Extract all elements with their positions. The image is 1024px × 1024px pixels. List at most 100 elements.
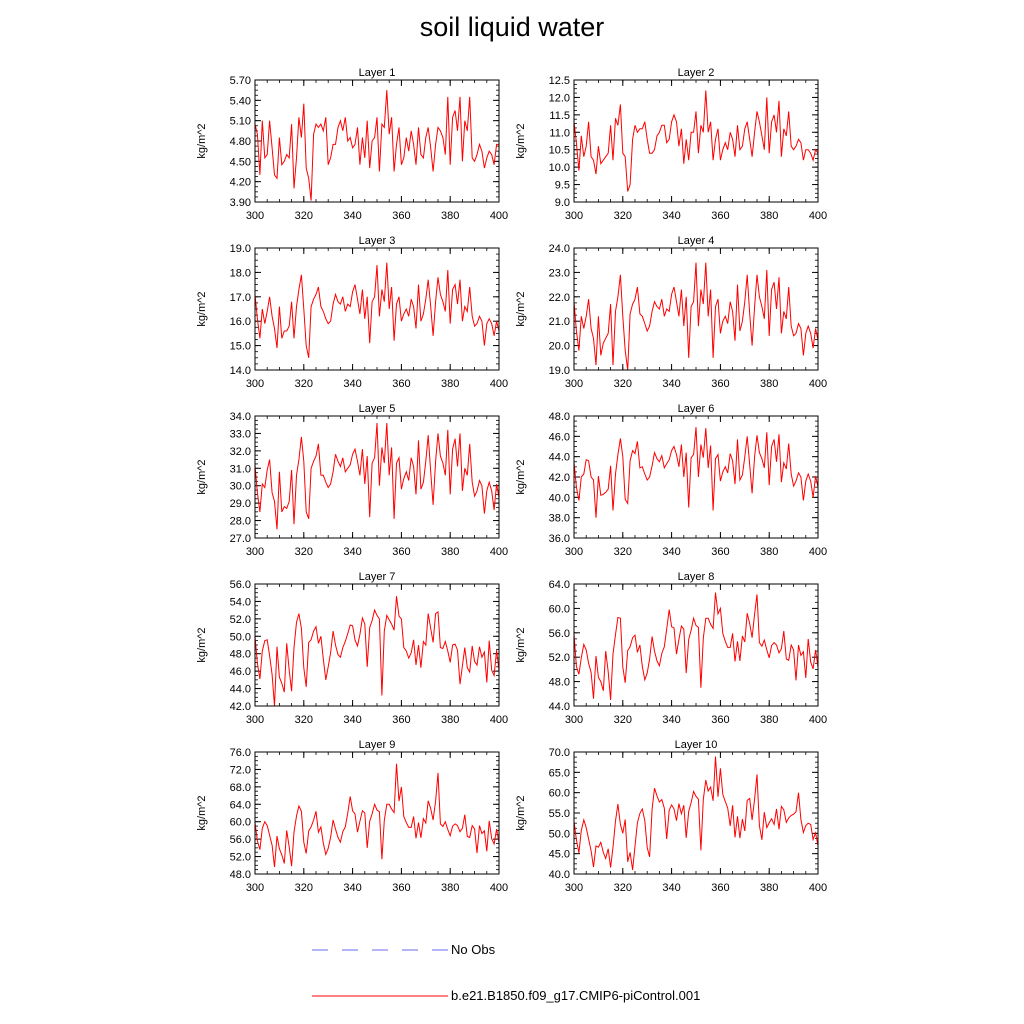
y-tick-label: 21.0 bbox=[549, 316, 570, 328]
panel-layer-8: Layer 8 kg/m^2 300 320 340 360 380 400 44.0 48.0 5… bbox=[515, 571, 827, 726]
y-tick-label: 60.0 bbox=[549, 788, 570, 800]
panel-layer-6: Layer 6 kg/m^2 300 320 340 360 380 400 36.0 38.0 4… bbox=[515, 403, 827, 558]
y-tick-label: 64.0 bbox=[230, 799, 251, 811]
plot-frame bbox=[254, 415, 500, 539]
x-tick-label: 380 bbox=[760, 210, 778, 222]
x-tick-label: 300 bbox=[565, 882, 583, 894]
y-tick-label: 5.40 bbox=[230, 95, 251, 107]
x-tick-label: 320 bbox=[295, 882, 313, 894]
x-tick-label: 400 bbox=[490, 546, 508, 558]
x-tick-label: 380 bbox=[441, 714, 459, 726]
y-tick-label: 11.5 bbox=[549, 110, 570, 122]
y-tick-label: 72.0 bbox=[230, 764, 251, 776]
panel-title: Layer 5 bbox=[359, 403, 396, 415]
y-tick-label: 56.0 bbox=[230, 834, 251, 846]
x-tick-label: 340 bbox=[662, 210, 680, 222]
panel-title: Layer 7 bbox=[359, 571, 396, 583]
panel-layer-7: Layer 7 kg/m^2 300 320 340 360 380 400 42.0 44.0 4… bbox=[196, 571, 508, 726]
y-tick-label: 70.0 bbox=[549, 747, 570, 759]
x-tick-label: 340 bbox=[662, 882, 680, 894]
x-tick-label: 300 bbox=[246, 546, 264, 558]
x-tick-label: 380 bbox=[441, 378, 459, 390]
x-tick-label: 400 bbox=[809, 378, 827, 390]
panel-layer-5: Layer 5 kg/m^2 300 320 340 360 380 400 27.0 28.0 2… bbox=[196, 403, 508, 558]
x-tick-label: 300 bbox=[246, 378, 264, 390]
plot-frame bbox=[573, 751, 819, 875]
y-tick-label: 68.0 bbox=[230, 782, 251, 794]
y-tick-label: 65.0 bbox=[549, 767, 570, 779]
x-tick-label: 380 bbox=[760, 546, 778, 558]
y-tick-label: 12.0 bbox=[549, 92, 570, 104]
series-line bbox=[573, 756, 819, 870]
y-tick-label: 56.0 bbox=[549, 628, 570, 640]
y-axis-label: kg/m^2 bbox=[515, 291, 527, 326]
plot-frame bbox=[254, 583, 500, 707]
y-tick-label: 22.0 bbox=[549, 292, 570, 304]
y-tick-label: 60.0 bbox=[230, 817, 251, 829]
y-tick-label: 50.0 bbox=[230, 631, 251, 643]
y-tick-label: 9.0 bbox=[555, 197, 570, 209]
series-line bbox=[254, 262, 500, 358]
y-tick-label: 17.0 bbox=[230, 292, 251, 304]
x-tick-label: 400 bbox=[809, 882, 827, 894]
x-tick-label: 340 bbox=[662, 714, 680, 726]
x-tick-label: 320 bbox=[295, 546, 313, 558]
x-tick-label: 360 bbox=[392, 714, 410, 726]
y-tick-label: 44.0 bbox=[230, 684, 251, 696]
panel-title: Layer 8 bbox=[678, 571, 715, 583]
plot-frame bbox=[573, 415, 819, 539]
y-tick-label: 18.0 bbox=[230, 267, 251, 279]
x-tick-label: 300 bbox=[246, 882, 264, 894]
plot-frame bbox=[254, 751, 500, 875]
x-tick-label: 300 bbox=[246, 210, 264, 222]
panel-layer-3: Layer 3 kg/m^2 300 320 340 360 380 400 14.0 15.0 1… bbox=[196, 235, 508, 390]
legend bbox=[312, 949, 448, 997]
y-tick-label: 23.0 bbox=[549, 267, 570, 279]
x-tick-label: 400 bbox=[490, 882, 508, 894]
x-tick-label: 360 bbox=[711, 882, 729, 894]
y-tick-label: 11.0 bbox=[549, 127, 570, 139]
y-tick-label: 36.0 bbox=[549, 533, 570, 545]
x-tick-label: 360 bbox=[711, 546, 729, 558]
y-tick-label: 50.0 bbox=[549, 828, 570, 840]
y-tick-label: 16.0 bbox=[230, 316, 251, 328]
x-tick-label: 340 bbox=[343, 378, 361, 390]
x-tick-label: 320 bbox=[295, 714, 313, 726]
x-tick-label: 300 bbox=[246, 714, 264, 726]
y-tick-label: 28.0 bbox=[230, 516, 251, 528]
y-tick-label: 31.0 bbox=[230, 463, 251, 475]
y-tick-label: 64.0 bbox=[549, 579, 570, 591]
y-axis-label: kg/m^2 bbox=[196, 459, 208, 494]
x-tick-label: 300 bbox=[565, 714, 583, 726]
y-tick-label: 10.5 bbox=[549, 145, 570, 157]
series-line bbox=[254, 422, 500, 530]
x-tick-label: 300 bbox=[565, 546, 583, 558]
x-tick-label: 380 bbox=[441, 546, 459, 558]
series-line bbox=[254, 596, 500, 707]
panel-layer-1: Layer 1 kg/m^2 300 320 340 360 380 400 3.90 4.20 4… bbox=[196, 67, 508, 222]
y-tick-label: 5.70 bbox=[230, 75, 251, 87]
x-tick-label: 340 bbox=[662, 378, 680, 390]
panel-title: Layer 6 bbox=[678, 403, 715, 415]
x-tick-label: 380 bbox=[760, 882, 778, 894]
x-tick-label: 340 bbox=[343, 546, 361, 558]
y-tick-label: 4.80 bbox=[230, 136, 251, 148]
plot-frame bbox=[254, 247, 500, 371]
panel-title: Layer 1 bbox=[359, 67, 396, 79]
y-tick-label: 5.10 bbox=[230, 116, 251, 128]
x-tick-label: 400 bbox=[809, 210, 827, 222]
y-tick-label: 24.0 bbox=[549, 243, 570, 255]
y-axis-label: kg/m^2 bbox=[515, 123, 527, 158]
x-tick-label: 360 bbox=[392, 210, 410, 222]
y-tick-label: 34.0 bbox=[230, 411, 251, 423]
panel-layer-10: Layer 10 kg/m^2 300 320 340 360 380 400 40.0 45.0… bbox=[515, 739, 827, 894]
y-tick-label: 20.0 bbox=[549, 341, 570, 353]
x-tick-label: 360 bbox=[711, 714, 729, 726]
y-tick-label: 27.0 bbox=[230, 533, 251, 545]
series-line bbox=[573, 592, 819, 700]
x-tick-label: 320 bbox=[614, 714, 632, 726]
panel-title: Layer 10 bbox=[675, 739, 718, 751]
y-tick-label: 46.0 bbox=[230, 666, 251, 678]
series-line bbox=[254, 90, 499, 201]
